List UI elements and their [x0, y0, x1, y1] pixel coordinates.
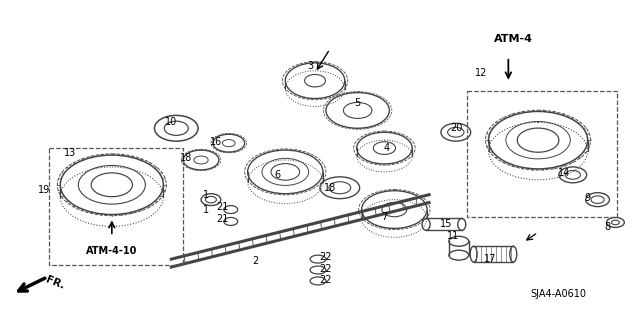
Text: 14: 14	[557, 168, 570, 178]
Text: 22: 22	[320, 252, 332, 262]
Text: 19: 19	[38, 185, 51, 195]
Text: 1: 1	[203, 204, 209, 215]
Text: 18: 18	[324, 183, 336, 193]
Text: 15: 15	[440, 219, 452, 229]
Text: 3: 3	[307, 61, 313, 71]
Text: 21: 21	[217, 214, 229, 225]
Text: ATM-4: ATM-4	[494, 34, 533, 44]
Text: 4: 4	[383, 143, 390, 153]
Text: 1: 1	[203, 190, 209, 200]
Text: 18: 18	[180, 153, 192, 163]
Text: 2: 2	[252, 256, 259, 266]
Text: 5: 5	[355, 99, 361, 108]
Text: 11: 11	[447, 231, 459, 241]
Text: 13: 13	[64, 148, 76, 158]
Text: 9: 9	[584, 193, 591, 203]
Text: 20: 20	[451, 123, 463, 133]
Bar	[467, 91, 618, 218]
Text: ATM-4-10: ATM-4-10	[86, 246, 138, 256]
Text: 17: 17	[484, 254, 497, 264]
Text: 12: 12	[476, 68, 488, 78]
Text: 22: 22	[320, 264, 332, 274]
Text: 22: 22	[320, 275, 332, 285]
Text: 21: 21	[217, 202, 229, 211]
Text: SJA4-A0610: SJA4-A0610	[530, 289, 586, 299]
Text: 6: 6	[275, 170, 280, 180]
Bar	[49, 148, 183, 265]
Text: 16: 16	[210, 137, 222, 147]
Text: 7: 7	[381, 212, 388, 222]
Text: FR.: FR.	[44, 275, 66, 291]
Text: 8: 8	[604, 222, 611, 233]
Text: 10: 10	[165, 117, 177, 127]
